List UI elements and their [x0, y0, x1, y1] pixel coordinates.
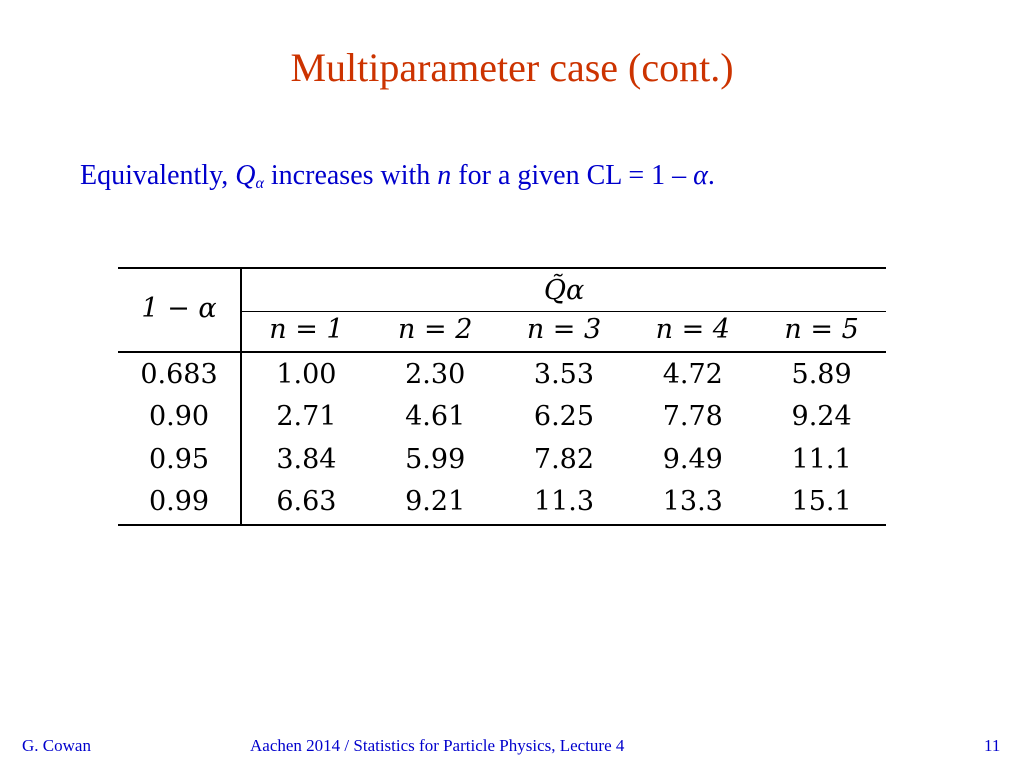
q-subscript: α [255, 175, 264, 192]
subtitle-text-3: for a given CL = 1 – [451, 160, 694, 191]
column-header: n = 2 [398, 314, 473, 345]
table-cell: 9.49 [662, 444, 723, 475]
quantile-table: 1 − α Q̃α n = 1 n = 2 n = 3 n = 4 n = 5 0.683… [118, 267, 886, 526]
table-cell: 1.00 [276, 359, 337, 390]
table-top-rule [118, 267, 886, 269]
table-cell: 5.99 [405, 444, 466, 475]
table-cell: 4.61 [405, 401, 466, 432]
table-row-cl: 0.95 [148, 444, 210, 475]
table-cell: 13.3 [662, 486, 723, 517]
table-cell: 7.78 [662, 401, 723, 432]
table-cell: 7.82 [533, 444, 595, 475]
table-cell: 15.1 [791, 486, 852, 517]
table-row-cl: 0.90 [148, 401, 210, 432]
column-header: n = 5 [784, 314, 859, 345]
table-bottom-rule [118, 524, 886, 526]
table-cell: 3.53 [533, 359, 595, 390]
table-cell: 3.84 [276, 444, 337, 475]
table-cell: 5.89 [791, 359, 852, 390]
table-cell: 2.71 [276, 401, 337, 432]
column-header: n = 4 [655, 314, 730, 345]
table-subheader-rule [242, 311, 886, 312]
table-cell: 9.21 [405, 486, 466, 517]
table-cell: 2.30 [405, 359, 466, 390]
subtitle-text-1: Equivalently, [80, 160, 236, 191]
alpha-symbol: α [693, 160, 708, 191]
table-header-rule [118, 351, 886, 353]
footer-page-number: 11 [984, 736, 1001, 755]
footer-author: G. Cowan [22, 736, 91, 755]
n-symbol: n [437, 160, 452, 191]
table-row-cl: 0.99 [148, 486, 210, 517]
table-cell: 11.1 [791, 444, 852, 475]
slide-title: Multiparameter case (cont.) [290, 45, 734, 90]
table-cell: 6.25 [533, 401, 595, 432]
column-header: n = 3 [526, 314, 602, 345]
table-cell: 4.72 [662, 359, 723, 390]
row-header: 1 − α [141, 293, 217, 324]
column-header: n = 1 [269, 314, 344, 345]
table-cell: 6.63 [276, 486, 337, 517]
table-cell: 11.3 [533, 486, 595, 517]
table-vertical-rule [240, 267, 242, 526]
table-cell: 9.24 [791, 401, 852, 432]
q-symbol: Q [235, 160, 256, 191]
footer-center: Aachen 2014 / Statistics for Particle Ph… [250, 736, 625, 755]
column-group-header: Q̃α [543, 275, 585, 306]
slide-subtitle: Equivalently, Qα increases with n for a … [80, 160, 715, 193]
table-row-cl: 0.683 [140, 359, 218, 390]
subtitle-text-4: . [707, 160, 715, 191]
subtitle-text-2: increases with [263, 160, 438, 191]
